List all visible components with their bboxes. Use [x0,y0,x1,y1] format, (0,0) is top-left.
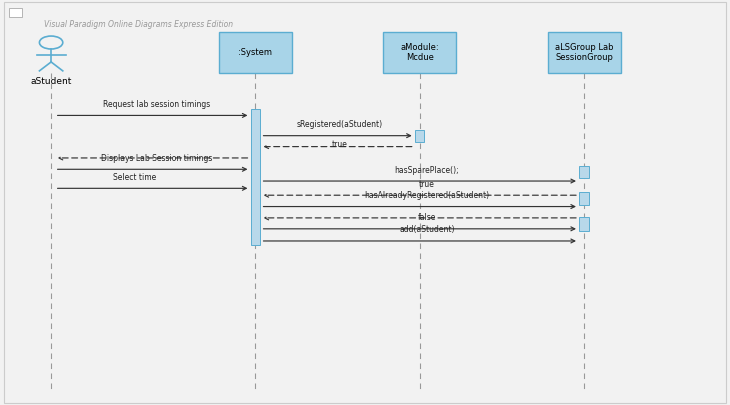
Text: Request lab session timings: Request lab session timings [104,100,210,109]
Text: add(aStudent): add(aStudent) [399,226,455,234]
Text: sRegistered(aStudent): sRegistered(aStudent) [296,120,383,129]
FancyBboxPatch shape [580,192,589,205]
Text: aLSGroup Lab
SessionGroup: aLSGroup Lab SessionGroup [555,43,613,62]
FancyBboxPatch shape [219,32,292,73]
Text: :System: :System [239,48,272,57]
Text: hasAlreadyRegistered(aStudent): hasAlreadyRegistered(aStudent) [364,191,490,200]
FancyBboxPatch shape [383,32,456,73]
Text: false: false [418,213,437,222]
FancyBboxPatch shape [580,166,589,178]
FancyBboxPatch shape [580,217,589,231]
Text: hasSparePlace();: hasSparePlace(); [395,166,459,175]
Text: Visual Paradigm Online Diagrams Express Edition: Visual Paradigm Online Diagrams Express … [44,20,233,29]
Text: true: true [419,180,435,189]
Text: Displays Lab Session timings: Displays Lab Session timings [101,154,212,163]
Text: aModule:
Mcdue: aModule: Mcdue [401,43,439,62]
Text: aStudent: aStudent [31,77,72,86]
Text: true: true [331,140,347,149]
FancyBboxPatch shape [415,130,425,142]
Text: Select time: Select time [113,173,157,182]
FancyBboxPatch shape [9,8,22,17]
FancyBboxPatch shape [548,32,620,73]
FancyBboxPatch shape [251,109,260,245]
